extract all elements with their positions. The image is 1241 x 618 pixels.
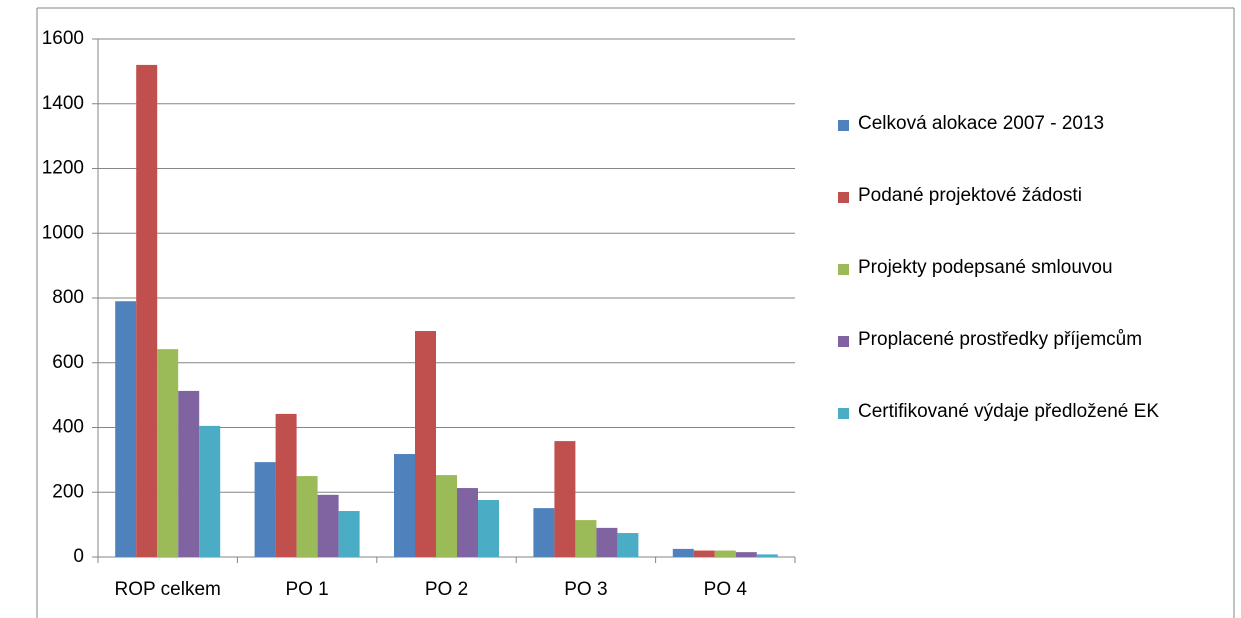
bar [596, 527, 618, 557]
bar [714, 550, 736, 557]
legend-label: Certifikované výdaje předložené EK [858, 401, 1160, 422]
bar [756, 554, 778, 557]
legend-swatch [838, 408, 849, 419]
legend-item: Projekty podepsané smlouvou [838, 254, 1228, 326]
legend-label: Celková alokace 2007 - 2013 [858, 113, 1105, 134]
legend: Celková alokace 2007 - 2013 Podané projek… [838, 110, 1228, 470]
y-tick-label: 1600 [42, 28, 84, 49]
bar [478, 500, 499, 557]
legend-item: Certifikované výdaje předložené EK [838, 398, 1228, 470]
bar [533, 508, 555, 557]
bar [178, 390, 200, 557]
bar [436, 475, 457, 557]
bar [415, 331, 436, 557]
x-tick-label: PO 3 [564, 579, 607, 600]
bar [296, 476, 318, 557]
y-tick-label: 400 [52, 417, 84, 438]
bar [115, 301, 137, 557]
bar [338, 511, 360, 557]
bar [254, 462, 276, 557]
y-tick-label: 1000 [42, 222, 84, 243]
bar [394, 454, 415, 557]
bar [617, 533, 639, 557]
legend-label: Podané projektové žádosti [858, 185, 1082, 206]
legend-swatch [838, 192, 849, 203]
legend-item: Podané projektové žádosti [838, 182, 1228, 254]
bar [575, 520, 597, 557]
bar [735, 552, 757, 557]
y-tick-label: 600 [52, 352, 84, 373]
y-tick-label: 200 [52, 481, 84, 502]
bar [136, 64, 158, 558]
bar [199, 425, 221, 557]
y-tick-label: 1200 [42, 158, 84, 179]
bar [554, 441, 576, 557]
bar [672, 548, 694, 557]
y-tick-label: 800 [52, 287, 84, 308]
legend-item: Celková alokace 2007 - 2013 [838, 110, 1228, 182]
bar [157, 349, 179, 557]
x-tick-label: PO 2 [425, 579, 468, 600]
bar [275, 413, 297, 557]
legend-swatch [838, 336, 849, 347]
bar [693, 550, 715, 557]
x-tick-label: ROP celkem [115, 579, 221, 600]
legend-label: Projekty podepsané smlouvou [858, 257, 1113, 278]
legend-item: Proplacené prostředky příjemcům [838, 326, 1228, 398]
y-tick-label: 0 [73, 546, 84, 567]
bar [457, 488, 478, 557]
legend-swatch [838, 120, 849, 131]
legend-swatch [838, 264, 849, 275]
bar [317, 494, 339, 557]
legend-label: Proplacené prostředky příjemcům [858, 329, 1143, 350]
y-tick-label: 1400 [42, 93, 84, 114]
x-tick-label: PO 4 [704, 579, 748, 600]
x-tick-label: PO 1 [285, 579, 328, 600]
